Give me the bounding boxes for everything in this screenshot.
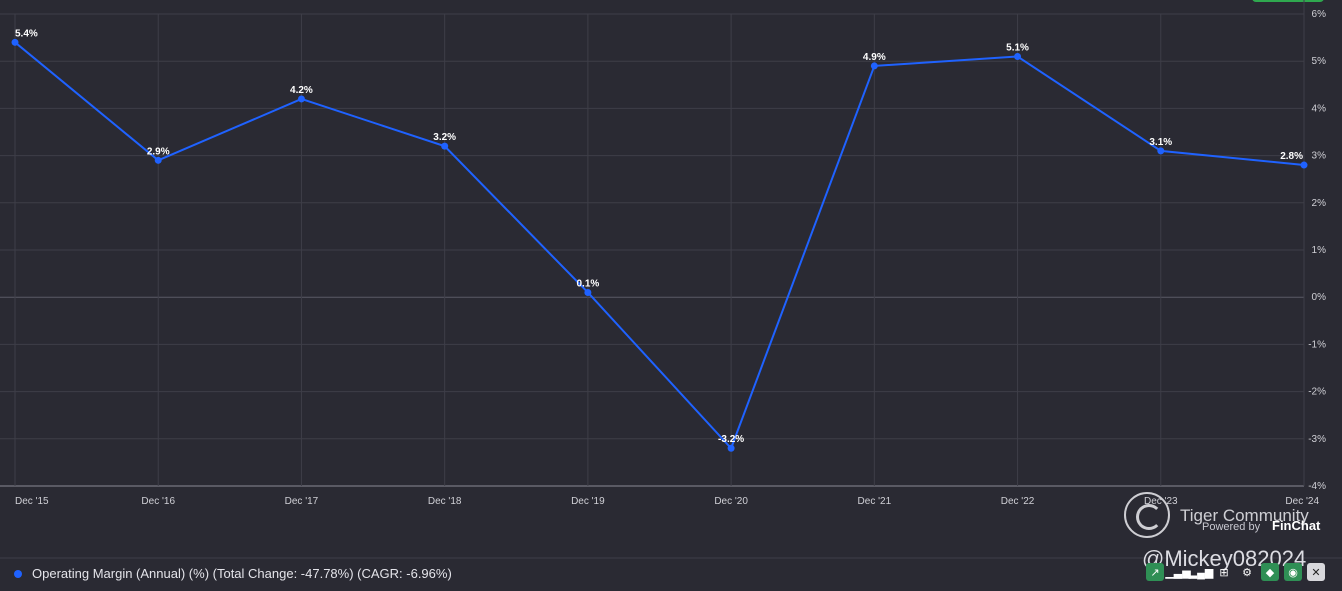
series-line-path: [14, 41, 1305, 451]
legend[interactable]: Operating Margin (Annual) (%) (Total Cha…: [14, 566, 452, 581]
data-point[interactable]: [584, 288, 592, 296]
data-point[interactable]: [1300, 161, 1308, 169]
data-point[interactable]: [727, 444, 735, 452]
close-icon[interactable]: ✕: [1307, 563, 1325, 581]
y-tick-label: -1%: [1308, 339, 1326, 350]
data-label: 3.1%: [1149, 137, 1172, 148]
x-tick-label: Dec '20: [714, 496, 748, 507]
y-tick-label: 5%: [1312, 56, 1327, 67]
series-line: [14, 41, 1305, 451]
data-points: [11, 38, 1308, 452]
x-tick-label: Dec '19: [571, 496, 605, 507]
tag-icon[interactable]: ◆: [1261, 563, 1279, 581]
y-tick-label: -2%: [1308, 387, 1326, 398]
data-point[interactable]: [297, 95, 305, 103]
trend-icon[interactable]: ↗: [1146, 563, 1164, 581]
x-tick-label: Dec '21: [858, 496, 892, 507]
x-tick-label: Dec '17: [285, 496, 319, 507]
data-point[interactable]: [154, 156, 162, 164]
data-label: 4.9%: [863, 52, 886, 63]
grid: [0, 0, 1342, 559]
data-point[interactable]: [1014, 52, 1022, 60]
tiger-logo-icon: [1124, 492, 1170, 538]
operating-margin-chart: 6% 5% 4% 3% 2% 1% 0% -1% -2% -3% -4% Dec '15 Dec '1…: [0, 0, 1342, 559]
eye-icon[interactable]: ◉: [1284, 563, 1302, 581]
data-label: 2.8%: [1280, 151, 1303, 162]
y-tick-label: 3%: [1312, 151, 1327, 162]
chart-toolbar: ↗ ▁▃▅ ▂▄▆ ⊞ ⚙ ◆ ◉ ✕: [1146, 563, 1325, 581]
x-tick-label: Dec '24: [1285, 496, 1319, 507]
watermark-brand: Tiger Community: [1180, 506, 1309, 525]
y-tick-label: -4%: [1308, 481, 1326, 492]
y-axis: 6% 5% 4% 3% 2% 1% 0% -1% -2% -3% -4%: [1308, 9, 1326, 492]
data-label: 4.2%: [290, 85, 313, 96]
top-action-pill[interactable]: [1252, 0, 1324, 2]
data-label: -3.2%: [718, 434, 744, 445]
y-tick-label: -3%: [1308, 434, 1326, 445]
bar-chart-icon[interactable]: ▁▃▅: [1165, 566, 1191, 579]
y-tick-label: 1%: [1312, 245, 1327, 256]
data-label: 0.1%: [576, 278, 599, 289]
data-point[interactable]: [1157, 147, 1165, 155]
table-icon[interactable]: ⊞: [1219, 566, 1229, 579]
x-tick-label: Dec '22: [1001, 496, 1035, 507]
legend-label: Operating Margin (Annual) (%) (Total Cha…: [32, 566, 452, 581]
data-point[interactable]: [11, 38, 19, 46]
legend-marker: [14, 569, 22, 578]
watermark: Tiger Community Powered by FinChat: [1124, 492, 1334, 540]
data-point[interactable]: [870, 62, 878, 70]
data-label: 3.2%: [433, 132, 456, 143]
y-tick-label: 2%: [1312, 198, 1327, 209]
x-tick-label: Dec '18: [428, 496, 462, 507]
y-tick-label: 4%: [1312, 103, 1327, 114]
watermark-powered: Powered by: [1202, 521, 1261, 533]
data-label: 5.1%: [1006, 42, 1029, 53]
y-tick-label: 6%: [1312, 9, 1327, 20]
data-labels: 5.4% 2.9% 4.2% 3.2% 0.1% -3.2% 4.9% 5.1% 3.1% 2.8…: [15, 28, 1303, 445]
gear-icon[interactable]: ⚙: [1242, 566, 1252, 579]
y-tick-label: 0%: [1312, 292, 1327, 303]
x-tick-label: Dec '16: [141, 496, 175, 507]
data-label: 2.9%: [147, 146, 170, 157]
data-point[interactable]: [441, 142, 449, 150]
bar-chart-alt-icon[interactable]: ▂▄▆: [1188, 566, 1214, 579]
data-label: 5.4%: [15, 28, 38, 39]
watermark-provider: FinChat: [1272, 518, 1321, 533]
x-tick-label: Dec '15: [15, 496, 49, 507]
